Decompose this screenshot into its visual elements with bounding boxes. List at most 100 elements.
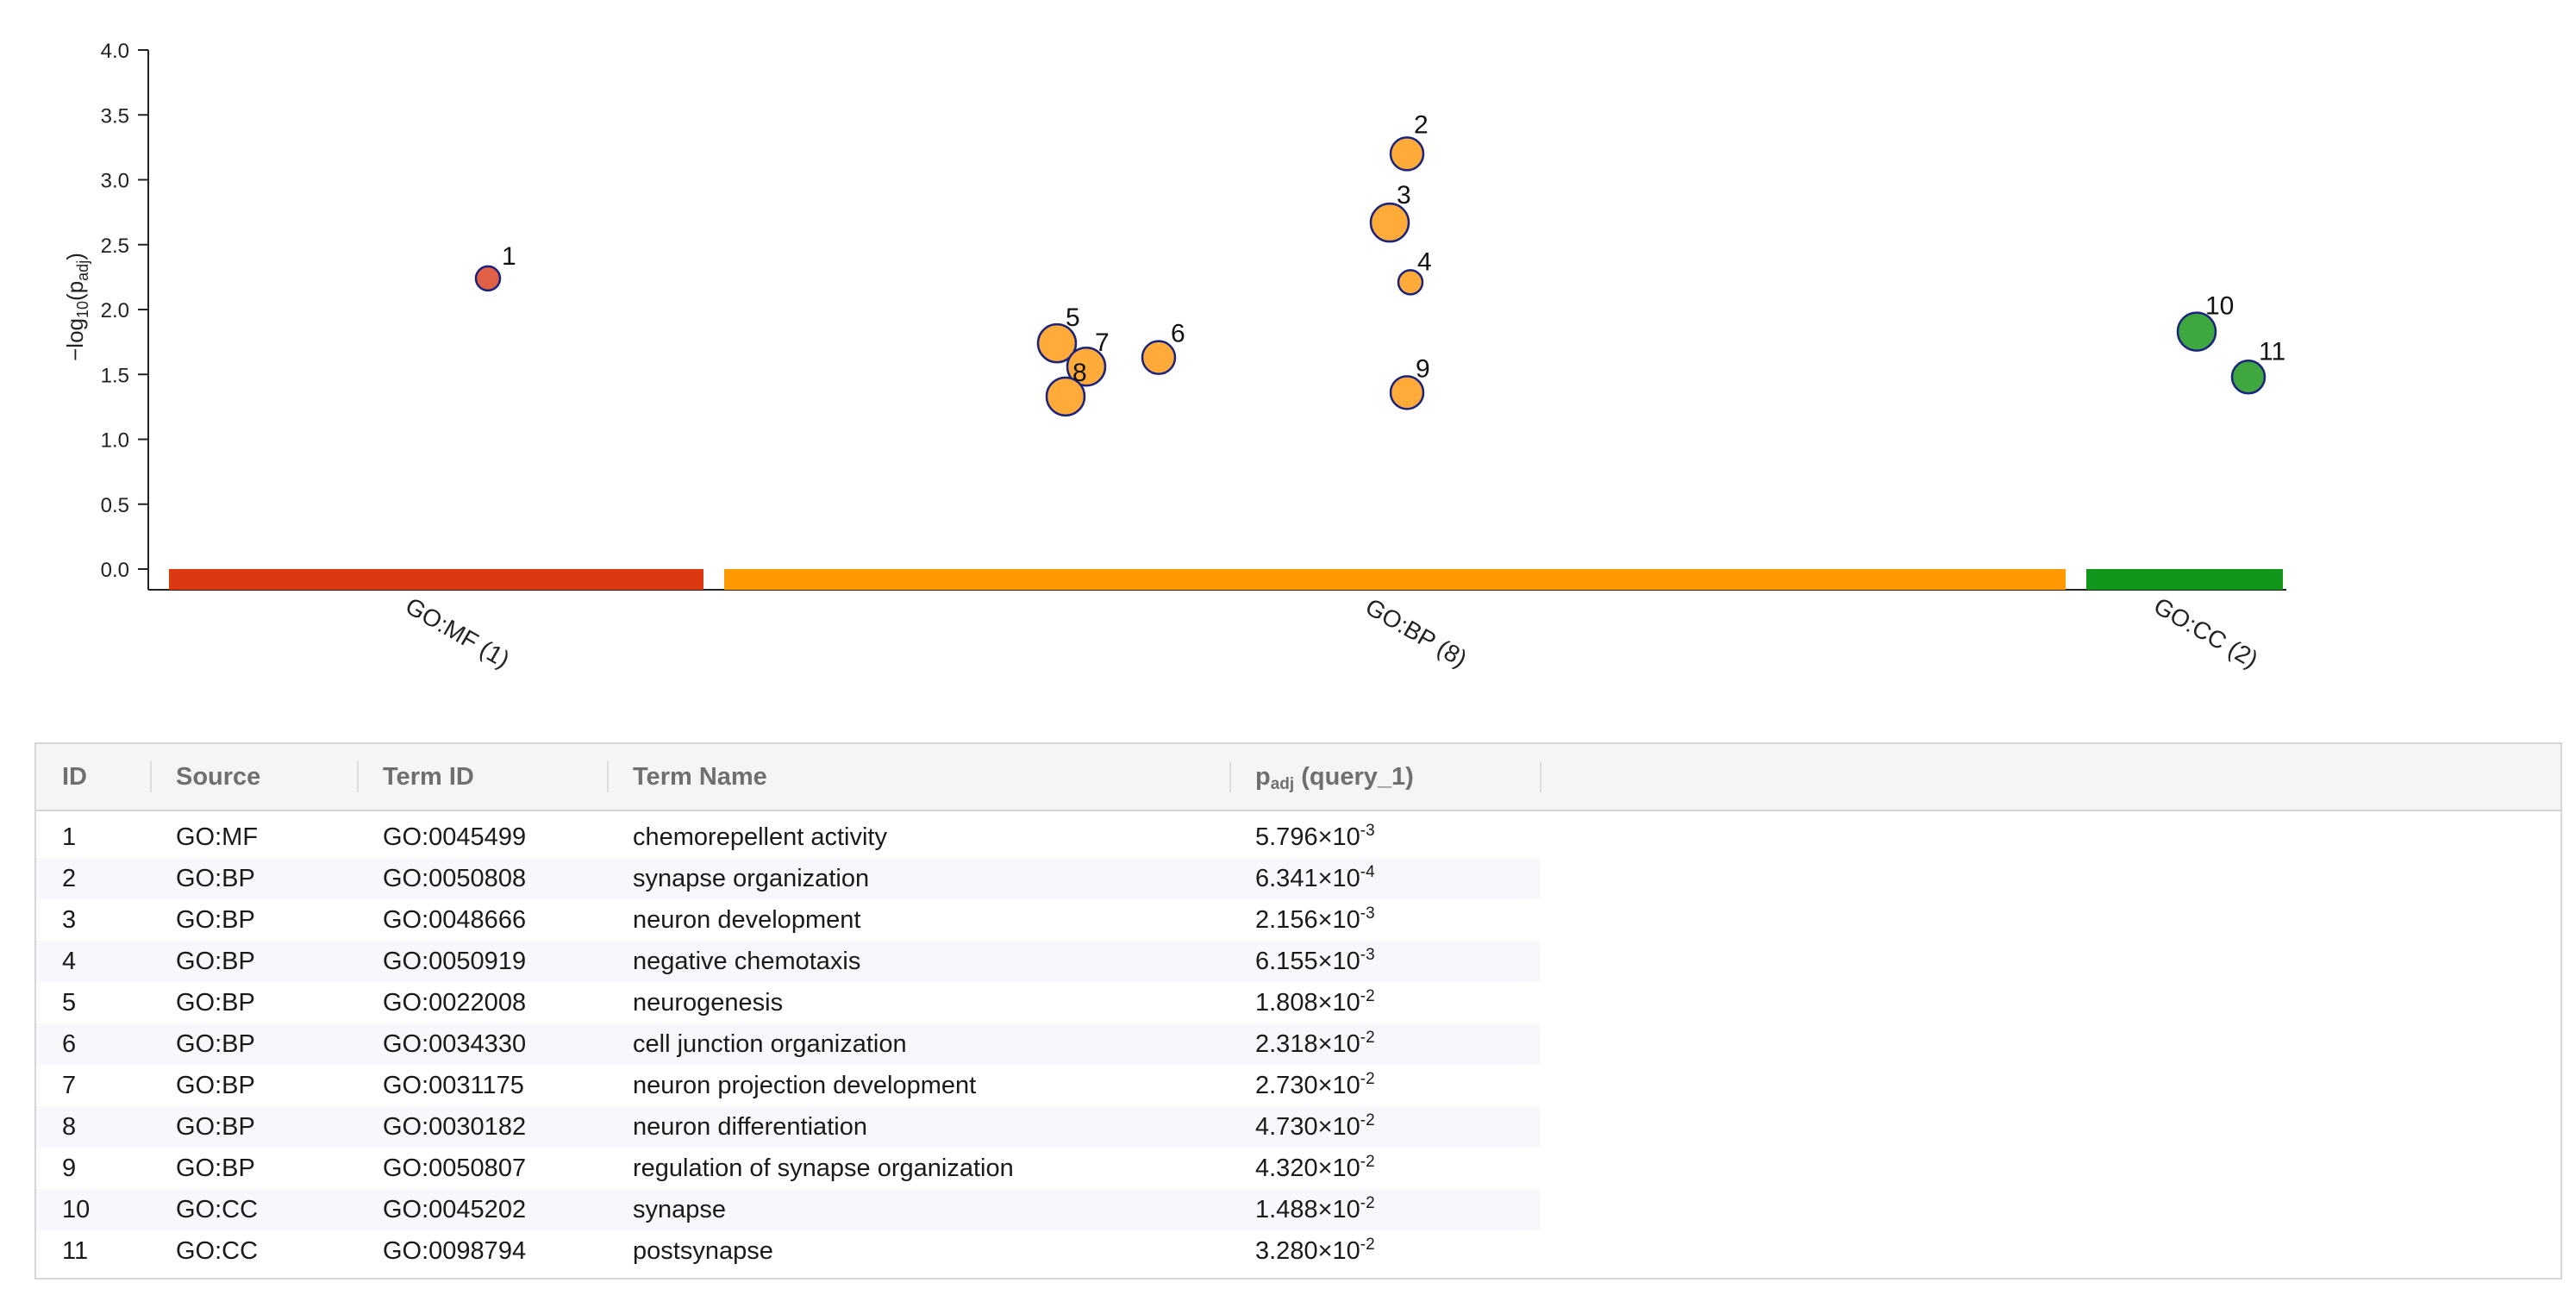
column-separator[interactable] bbox=[1229, 761, 1231, 792]
table-row[interactable]: 10 GO:CC GO:0045202 synapse 1.488×10-2 bbox=[36, 1189, 2560, 1230]
point-label: 11 bbox=[2259, 337, 2285, 366]
cell-term-id[interactable]: GO:0050807 bbox=[383, 1154, 527, 1182]
cell-term-id[interactable]: GO:0098794 bbox=[383, 1237, 527, 1265]
cell-source: GO:BP bbox=[176, 1030, 255, 1058]
term-point-10[interactable] bbox=[2176, 311, 2217, 352]
term-point-4[interactable] bbox=[1397, 269, 1424, 296]
term-point-3[interactable] bbox=[1369, 202, 1410, 243]
source-bar-go-bp bbox=[724, 569, 2066, 590]
point-label: 10 bbox=[2205, 292, 2234, 321]
point-label: 5 bbox=[1066, 303, 1080, 332]
results-table: ID Source Term ID Term Name padj (query_… bbox=[34, 742, 2562, 1280]
cell-term-name: negative chemotaxis bbox=[633, 948, 861, 975]
y-axis: 0.0 0.5 1.0 1.5 2.0 2.5 3.0 3.5 4.0 bbox=[101, 40, 2286, 591]
cell-source: GO:BP bbox=[176, 906, 255, 934]
row-stripe bbox=[36, 1023, 1540, 1065]
table-row[interactable]: 8 GO:BP GO:0030182 neuron differentiation 4.… bbox=[36, 1106, 2560, 1148]
term-point-6[interactable] bbox=[1141, 340, 1177, 375]
column-separator[interactable] bbox=[1540, 761, 1541, 792]
term-point-2[interactable] bbox=[1389, 136, 1425, 172]
cell-source: GO:BP bbox=[176, 1113, 255, 1141]
term-point-1[interactable] bbox=[474, 265, 502, 292]
y-axis-label: −log10(padj) bbox=[62, 253, 91, 361]
cell-term-id[interactable]: GO:0048666 bbox=[383, 906, 527, 934]
cell-id: 5 bbox=[62, 989, 77, 1017]
source-label: GO:BP (8) bbox=[1361, 593, 1472, 673]
table-row[interactable]: 7 GO:BP GO:0031175 neuron projection develo… bbox=[36, 1065, 2560, 1106]
table-row[interactable]: 1 GO:MF GO:0045499 chemorepellent activity 5… bbox=[36, 817, 2560, 858]
cell-padj: 5.796×10-3 bbox=[1255, 822, 1375, 851]
cell-term-name: neuron development bbox=[633, 906, 861, 934]
table-row[interactable]: 6 GO:BP GO:0034330 cell junction organizati… bbox=[36, 1023, 2560, 1065]
cell-padj: 6.155×10-3 bbox=[1255, 946, 1375, 975]
point-label: 9 bbox=[1416, 354, 1430, 383]
cell-id: 1 bbox=[62, 823, 77, 851]
cell-term-name: synapse bbox=[633, 1196, 727, 1223]
cell-padj: 2.156×10-3 bbox=[1255, 904, 1375, 934]
cell-padj: 2.730×10-2 bbox=[1255, 1070, 1375, 1099]
cell-term-name: neuron differentiation bbox=[633, 1113, 867, 1141]
cell-term-id[interactable]: GO:0045499 bbox=[383, 823, 527, 851]
cell-id: 4 bbox=[62, 948, 77, 975]
cell-term-id[interactable]: GO:0050808 bbox=[383, 865, 527, 892]
cell-padj: 3.280×10-2 bbox=[1255, 1236, 1375, 1265]
source-bar-go-mf bbox=[169, 569, 703, 590]
cell-id: 7 bbox=[62, 1072, 77, 1099]
cell-source: GO:BP bbox=[176, 989, 255, 1017]
cell-padj: 4.320×10-2 bbox=[1255, 1153, 1375, 1182]
cell-term-id[interactable]: GO:0050919 bbox=[383, 948, 527, 975]
term-point-5[interactable] bbox=[1036, 322, 1078, 364]
cell-padj: 1.808×10-2 bbox=[1255, 987, 1375, 1017]
source-labels: GO:MF (1) GO:BP (8) GO:CC (2) bbox=[401, 592, 2262, 673]
cell-id: 2 bbox=[62, 865, 77, 892]
cell-term-id[interactable]: GO:0045202 bbox=[383, 1196, 527, 1223]
cell-padj: 6.341×10-4 bbox=[1255, 863, 1375, 892]
cell-term-name: cell junction organization bbox=[633, 1030, 907, 1058]
table-row[interactable]: 9 GO:BP GO:0050807 regulation of synapse or… bbox=[36, 1148, 2560, 1189]
term-point-11[interactable] bbox=[2230, 360, 2267, 395]
column-separator[interactable] bbox=[607, 761, 609, 792]
header-term-id[interactable]: Term ID bbox=[383, 763, 474, 791]
row-stripe bbox=[36, 941, 1540, 982]
cell-id: 6 bbox=[62, 1030, 77, 1058]
cell-term-id[interactable]: GO:0034330 bbox=[383, 1030, 527, 1058]
header-source[interactable]: Source bbox=[176, 763, 261, 791]
cell-term-id[interactable]: GO:0031175 bbox=[383, 1072, 524, 1099]
cell-source: GO:BP bbox=[176, 948, 255, 975]
column-separator[interactable] bbox=[357, 761, 359, 792]
point-label: 4 bbox=[1417, 247, 1432, 276]
table-row[interactable]: 2 GO:BP GO:0050808 synapse organization 6.34… bbox=[36, 858, 2560, 899]
y-tick-label: 3.0 bbox=[101, 170, 129, 193]
y-tick-label: 1.5 bbox=[101, 364, 129, 387]
point-label: 8 bbox=[1072, 359, 1087, 387]
table-header: ID Source Term ID Term Name padj (query_… bbox=[36, 744, 2560, 811]
cell-term-name: regulation of synapse organization bbox=[633, 1154, 1014, 1182]
table-row[interactable]: 3 GO:BP GO:0048666 neuron development 2.156×… bbox=[36, 899, 2560, 941]
y-tick-label: 2.5 bbox=[101, 235, 129, 258]
point-label: 7 bbox=[1095, 329, 1110, 357]
term-point-9[interactable] bbox=[1389, 375, 1425, 410]
cell-source: GO:CC bbox=[176, 1196, 259, 1223]
row-stripe bbox=[36, 858, 1540, 899]
cell-id: 11 bbox=[62, 1237, 89, 1265]
point-label: 6 bbox=[1171, 320, 1185, 348]
header-term-name[interactable]: Term Name bbox=[633, 763, 767, 791]
table-row[interactable]: 4 GO:BP GO:0050919 negative chemotaxis 6.155… bbox=[36, 941, 2560, 982]
cell-padj: 2.318×10-2 bbox=[1255, 1029, 1375, 1058]
cell-term-id[interactable]: GO:0030182 bbox=[383, 1113, 527, 1141]
term-point-8[interactable] bbox=[1045, 376, 1086, 417]
cell-id: 9 bbox=[62, 1154, 77, 1182]
cell-term-name: neurogenesis bbox=[633, 989, 784, 1017]
source-label: GO:CC (2) bbox=[2149, 592, 2262, 673]
cell-term-name: postsynapse bbox=[633, 1237, 773, 1265]
column-separator[interactable] bbox=[150, 761, 152, 792]
table-row[interactable]: 11 GO:CC GO:0098794 postsynapse 3.280×10-2 bbox=[36, 1230, 2560, 1272]
term-point-7[interactable] bbox=[1066, 346, 1107, 387]
header-id[interactable]: ID bbox=[62, 763, 87, 791]
header-padj[interactable]: padj (query_1) bbox=[1255, 763, 1414, 793]
cell-term-id[interactable]: GO:0022008 bbox=[383, 989, 527, 1017]
table-body: 1 GO:MF GO:0045499 chemorepellent activity 5… bbox=[36, 811, 2560, 1272]
y-tick-label: 4.0 bbox=[101, 40, 129, 63]
cell-source: GO:MF bbox=[176, 823, 259, 851]
table-row[interactable]: 5 GO:BP GO:0022008 neurogenesis 1.808×10-2 bbox=[36, 982, 2560, 1023]
